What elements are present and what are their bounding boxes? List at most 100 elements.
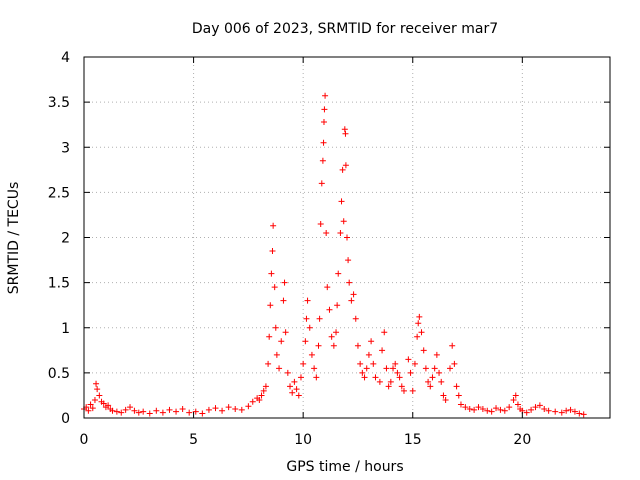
chart-title: Day 006 of 2023, SRMTID for receiver mar…	[192, 21, 498, 37]
data-point	[282, 329, 289, 336]
data-point	[266, 333, 273, 340]
data-point	[280, 297, 287, 304]
data-point	[409, 387, 416, 394]
data-point	[433, 351, 440, 358]
data-point	[326, 306, 333, 313]
data-point	[361, 374, 368, 381]
data-point	[300, 360, 307, 367]
data-point	[493, 405, 500, 412]
data-point	[497, 406, 504, 413]
data-point	[436, 369, 443, 376]
data-point	[418, 329, 425, 336]
data-point	[392, 360, 399, 367]
data-point	[328, 333, 335, 340]
data-point	[411, 360, 418, 367]
data-point	[269, 248, 276, 255]
data-point	[321, 106, 328, 113]
data-point	[488, 408, 495, 415]
data-point	[479, 405, 486, 412]
data-point	[541, 405, 548, 412]
data-point	[192, 408, 199, 415]
data-point	[438, 378, 445, 385]
data-point	[442, 396, 449, 403]
data-point	[512, 392, 519, 399]
data-point	[245, 403, 252, 410]
data-point	[563, 407, 570, 414]
data-point	[262, 383, 269, 390]
data-point	[344, 234, 350, 241]
data-point	[337, 229, 344, 236]
y-tick-label: 1.5	[48, 276, 70, 292]
data-point	[272, 324, 279, 331]
data-point	[87, 401, 94, 408]
data-point	[576, 410, 583, 417]
data-point	[415, 320, 422, 327]
data-point	[281, 279, 288, 286]
data-point	[199, 410, 206, 417]
data-point	[429, 374, 436, 381]
data-point	[385, 383, 392, 390]
data-point	[146, 410, 153, 417]
data-point	[420, 347, 427, 354]
data-point	[317, 220, 324, 227]
data-point	[140, 408, 147, 415]
data-point	[453, 383, 460, 390]
data-point	[510, 396, 517, 403]
data-point	[471, 406, 478, 413]
data-point	[455, 392, 462, 399]
data-point	[302, 338, 309, 345]
data-point	[338, 198, 345, 205]
data-point	[532, 404, 539, 411]
data-point	[368, 338, 375, 345]
data-point	[268, 270, 275, 277]
data-point	[100, 400, 107, 407]
data-point	[372, 374, 379, 381]
data-point	[334, 302, 341, 309]
data-point	[291, 378, 298, 385]
data-point	[379, 347, 386, 354]
data-point	[350, 291, 357, 298]
data-point	[212, 405, 219, 412]
grid-lines	[84, 57, 610, 418]
data-point	[405, 356, 412, 363]
data-point	[271, 284, 278, 291]
data-point	[249, 398, 256, 405]
y-tick-label: 4	[61, 50, 70, 66]
data-point	[166, 406, 173, 413]
data-point	[558, 409, 565, 416]
data-point	[383, 365, 390, 372]
data-point	[431, 365, 438, 372]
data-point	[365, 351, 372, 358]
data-point	[315, 342, 322, 349]
data-point	[113, 408, 120, 415]
data-point	[85, 407, 92, 414]
data-point	[260, 387, 267, 394]
data-point	[407, 369, 414, 376]
data-point	[341, 126, 348, 133]
data-point	[381, 329, 388, 336]
data-point	[545, 407, 552, 414]
data-point	[536, 402, 543, 409]
x-axis-label: GPS time / hours	[286, 459, 403, 475]
data-point	[571, 408, 578, 415]
data-point	[363, 365, 370, 372]
data-point	[416, 313, 423, 320]
data-point	[352, 315, 359, 322]
data-point	[94, 386, 101, 393]
data-point	[346, 279, 353, 286]
data-point	[348, 297, 355, 304]
data-point	[225, 404, 232, 411]
data-point	[333, 329, 340, 336]
data-point	[390, 365, 397, 372]
data-point	[232, 405, 239, 412]
data-point	[131, 407, 138, 414]
data-point	[135, 409, 142, 416]
data-point	[398, 383, 405, 390]
data-point	[323, 229, 330, 236]
data-point	[93, 380, 100, 387]
data-point	[118, 409, 125, 416]
data-point	[580, 411, 587, 418]
data-point	[342, 162, 349, 169]
data-point	[304, 297, 311, 304]
